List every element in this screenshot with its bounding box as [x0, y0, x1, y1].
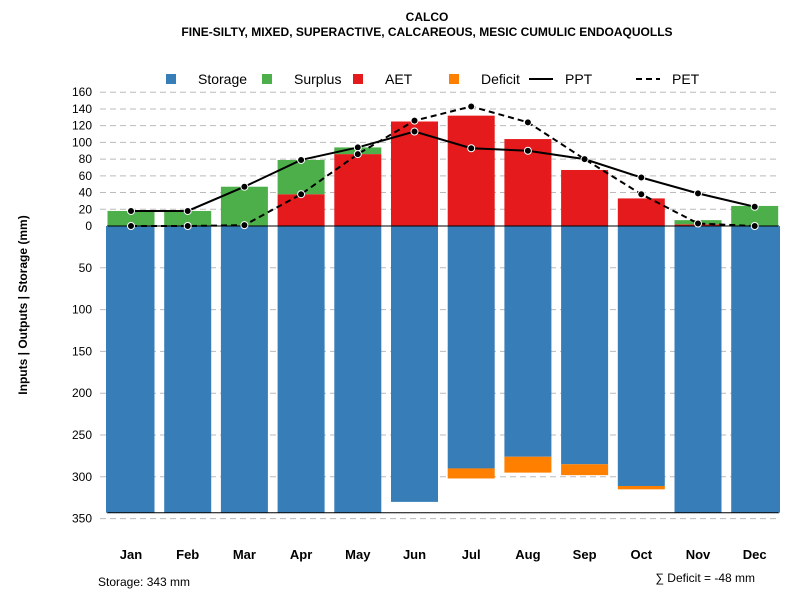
storage-bar: [220, 226, 268, 513]
aet-bar: [561, 169, 609, 226]
pet-point: [353, 150, 362, 159]
ppt-point: [183, 206, 192, 215]
y-tick-label: 300: [72, 470, 92, 484]
y-tick-label: 50: [79, 261, 93, 275]
storage-note: Storage: 343 mm: [98, 575, 190, 589]
x-tick-label: Oct: [630, 547, 652, 562]
pet-point: [467, 102, 476, 111]
y-tick-label: 80: [79, 152, 93, 166]
chart-subtitle: FINE-SILTY, MIXED, SUPERACTIVE, CALCAREO…: [181, 25, 672, 39]
y-tick-label: 20: [79, 202, 93, 216]
x-tick-label: Aug: [515, 547, 540, 562]
pet-point: [240, 221, 249, 230]
deficit-note: ∑ Deficit = -48 mm: [655, 571, 755, 585]
ppt-point: [750, 202, 759, 211]
chart-title: CALCO: [406, 10, 449, 24]
y-tick-label: 150: [72, 344, 92, 358]
ppt-point: [467, 144, 476, 153]
storage-bar: [617, 226, 665, 486]
y-tick-label: 200: [72, 386, 92, 400]
storage-bar: [561, 226, 609, 465]
x-tick-label: Mar: [233, 547, 256, 562]
ppt-point: [523, 146, 532, 155]
x-tick-label: Apr: [290, 547, 312, 562]
x-tick-label: Jun: [403, 547, 426, 562]
y-tick-label: 120: [72, 119, 92, 133]
pet-point: [580, 155, 589, 164]
pet-point: [183, 222, 192, 230]
pet-line: [131, 105, 755, 227]
x-tick-label: Nov: [686, 547, 711, 562]
legend-label: PPT: [565, 71, 593, 87]
deficit-legend-swatch: [449, 74, 459, 84]
y-tick-label: 60: [79, 169, 93, 183]
storage-bar: [277, 226, 325, 513]
legend-label: Surplus: [294, 71, 341, 87]
storage-legend-swatch: [166, 74, 176, 84]
legend-label: Deficit: [481, 71, 520, 87]
ppt-point: [353, 143, 362, 152]
ppt-point: [637, 173, 646, 182]
legend-label: AET: [385, 71, 413, 87]
aet-bar: [277, 194, 325, 226]
deficit-bar: [447, 468, 495, 479]
x-tick-label: May: [345, 547, 371, 562]
storage-bar: [674, 226, 722, 513]
x-tick-label: Sep: [573, 547, 597, 562]
y-tick-label: 40: [79, 186, 93, 200]
ppt-line: [131, 130, 755, 212]
legend-label: PET: [672, 71, 700, 87]
aet-bar: [447, 115, 495, 226]
ppt-point: [127, 206, 135, 215]
y-tick-label: 350: [72, 512, 92, 526]
y-tick-label: 0: [85, 219, 92, 233]
storage-bar: [391, 226, 438, 502]
storage-bar: [447, 226, 495, 469]
surplus-legend-swatch: [262, 74, 272, 84]
x-tick-label: Jan: [120, 547, 142, 562]
x-tick-label: Feb: [176, 547, 199, 562]
surplus-bar: [164, 210, 212, 226]
y-axis-label: Inputs | Outputs | Storage (mm): [16, 215, 30, 394]
surplus-bar: [107, 210, 155, 226]
pet-point: [410, 116, 419, 125]
legend-label: Storage: [198, 71, 247, 87]
x-tick-label: Dec: [743, 547, 767, 562]
surplus-bar: [277, 159, 325, 195]
ppt-point: [410, 127, 419, 136]
y-tick-label: 250: [72, 428, 92, 442]
y-tick-label: 140: [72, 102, 92, 116]
y-tick-label: 160: [72, 85, 92, 99]
pet-point: [637, 190, 646, 199]
aet-bar: [391, 121, 438, 226]
surplus-bar: [731, 205, 779, 226]
ppt-point: [240, 182, 249, 191]
aet-legend-swatch: [353, 74, 363, 84]
x-tick-label: Jul: [462, 547, 481, 562]
y-tick-label: 100: [72, 135, 92, 149]
surplus-bar: [220, 186, 268, 226]
deficit-bar: [561, 464, 609, 476]
deficit-bar: [617, 485, 665, 490]
pet-point: [523, 118, 532, 127]
aet-bar: [334, 154, 382, 226]
ppt-point: [694, 189, 702, 198]
storage-bar: [731, 226, 779, 513]
storage-bar: [504, 226, 552, 457]
storage-bar: [334, 226, 382, 513]
pet-point: [127, 222, 135, 230]
y-tick-label: 100: [72, 303, 92, 317]
storage-bar: [164, 226, 212, 513]
pet-point: [750, 222, 759, 230]
deficit-bar: [504, 456, 552, 473]
pet-point: [297, 190, 306, 199]
pet-point: [694, 219, 702, 228]
ppt-point: [297, 155, 306, 164]
storage-bar: [107, 226, 155, 513]
